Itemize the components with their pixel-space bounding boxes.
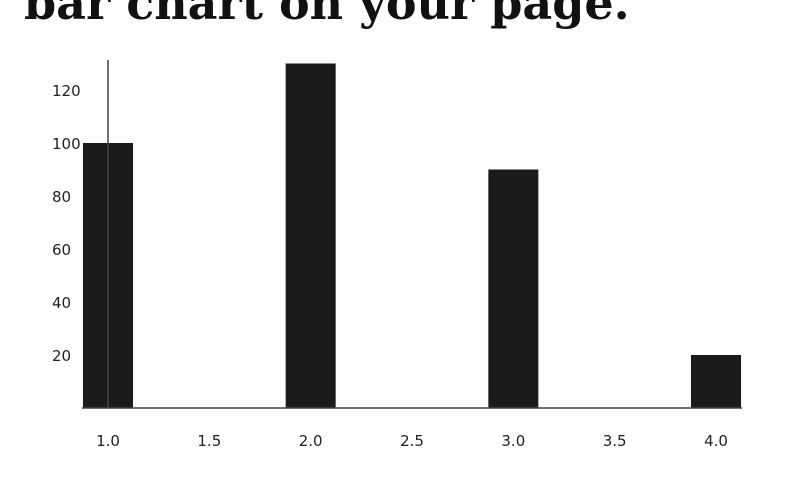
x-tick-label-1.5: 1.5	[197, 432, 221, 450]
bar-3.0	[488, 169, 539, 408]
bar-2.0	[285, 63, 336, 408]
x-tick-label-1.0: 1.0	[96, 432, 120, 450]
x-tick-label-2.5: 2.5	[400, 432, 424, 450]
y-tick-label-100: 100	[52, 135, 81, 153]
axes	[82, 60, 742, 409]
y-tick-label-120: 120	[52, 82, 81, 100]
y-tick-label-40: 40	[52, 294, 71, 312]
x-tick-label-3.0: 3.0	[501, 432, 525, 450]
x-tick-label-2.0: 2.0	[299, 432, 323, 450]
page-heading: bar chart on your page.	[24, 0, 630, 30]
y-tick-labels: 20 40 60 80 100 120	[52, 82, 81, 365]
y-tick-label-20: 20	[52, 347, 71, 365]
y-tick-label-60: 60	[52, 241, 71, 259]
x-tick-labels: 1.0 1.5 2.0 2.5 3.0 3.5 4.0	[96, 432, 728, 450]
bars	[83, 63, 741, 408]
y-tick-label-80: 80	[52, 188, 71, 206]
x-tick-label-3.5: 3.5	[603, 432, 627, 450]
bar-4.0	[691, 355, 741, 408]
x-tick-label-4.0: 4.0	[704, 432, 728, 450]
